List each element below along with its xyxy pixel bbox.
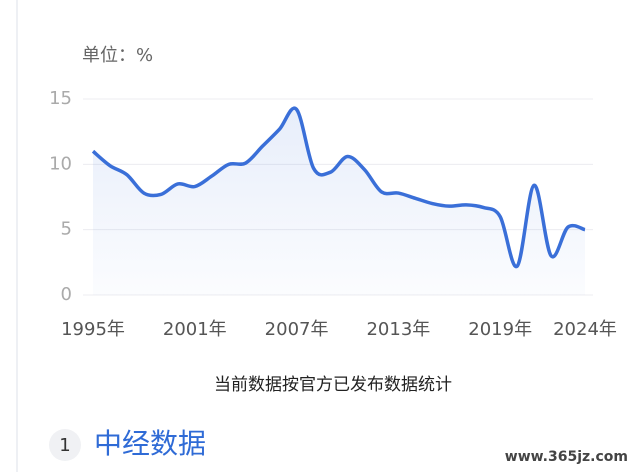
line xyxy=(91,106,586,269)
x-tick-label: 2007年 xyxy=(265,319,329,340)
plot: 0 5 10 15 1995年 2001年 2007年 2013年 2019年 2024年 xyxy=(49,88,617,340)
x-tick-label: 2013年 xyxy=(366,319,430,340)
y-tick-label: 0 xyxy=(61,284,72,305)
x-tick-label: 2024年 xyxy=(553,319,617,340)
unit-label: 单位：% xyxy=(82,45,153,66)
y-tick-label: 10 xyxy=(49,153,72,174)
caption: 当前数据按官方已发布数据统计 xyxy=(214,375,452,395)
section-number: 1 xyxy=(59,435,70,456)
section-title: 中经数据 xyxy=(94,427,206,460)
area xyxy=(93,108,585,296)
section-badge xyxy=(49,429,81,461)
x-tick-label: 2001年 xyxy=(163,319,227,340)
x-tick-label: 2019年 xyxy=(468,319,532,340)
x-tick-label: 1995年 xyxy=(61,319,125,340)
watermark: www.365jz.com xyxy=(505,449,628,465)
y-tick-label: 15 xyxy=(49,88,72,109)
y-tick-label: 5 xyxy=(61,219,72,240)
